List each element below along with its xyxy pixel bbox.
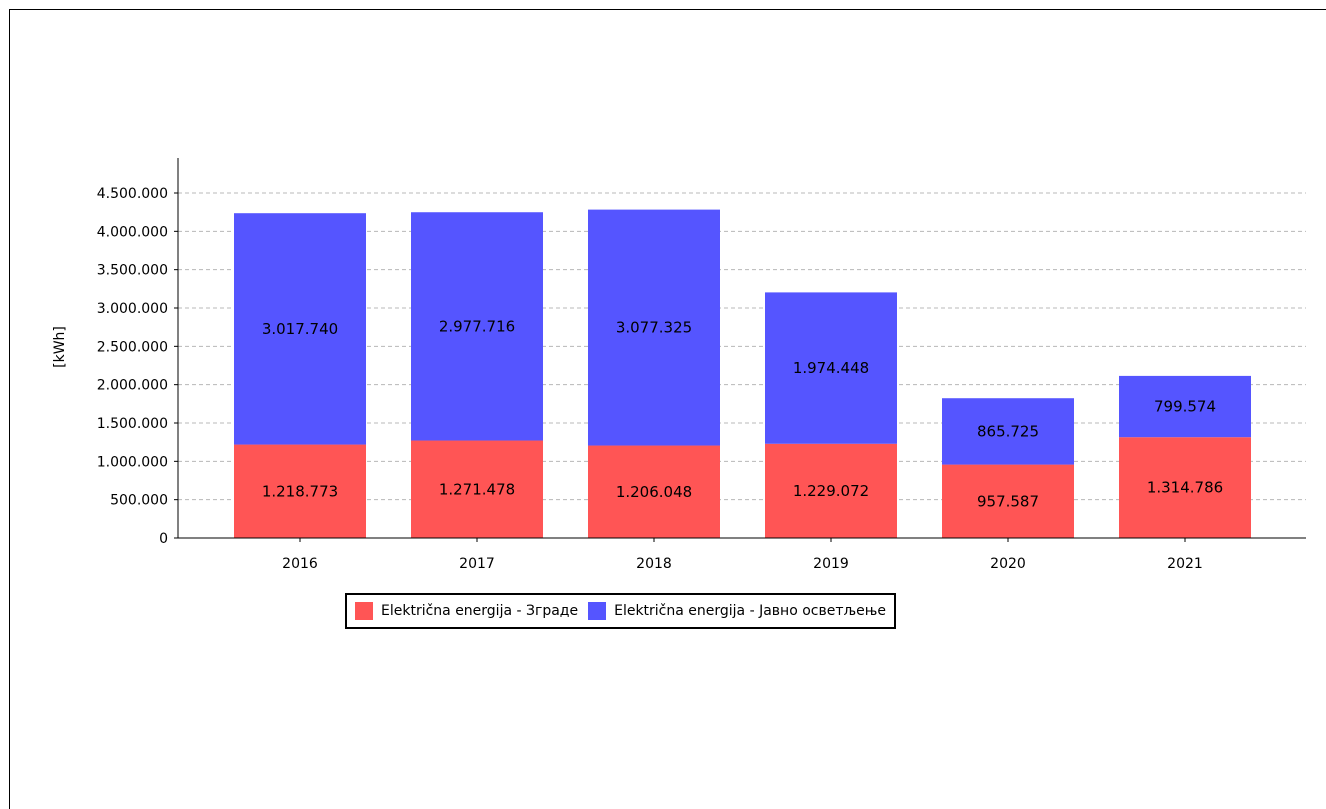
bar-segment-public-lighting bbox=[765, 292, 897, 444]
y-tick-label: 1.000.000 bbox=[97, 454, 168, 470]
x-tick-label: 2017 bbox=[459, 556, 495, 572]
x-tick-label: 2016 bbox=[282, 556, 318, 572]
bar-segment-public-lighting bbox=[588, 209, 720, 446]
y-tick-label: 0 bbox=[159, 531, 168, 547]
y-tick-label: 3.500.000 bbox=[97, 263, 168, 279]
data-label: 1.974.448 bbox=[793, 359, 869, 377]
data-label: 865.725 bbox=[977, 422, 1039, 440]
data-label: 957.587 bbox=[977, 492, 1039, 510]
data-label: 2.977.716 bbox=[439, 317, 515, 335]
legend-swatch-buildings bbox=[355, 602, 373, 620]
legend-swatch-public-lighting bbox=[588, 602, 607, 620]
x-axis-ticks: 2016 2017 2018 2019 2020 2021 bbox=[282, 538, 1203, 572]
y-tick-label: 4.500.000 bbox=[97, 186, 168, 202]
bar-segment-buildings bbox=[765, 443, 897, 538]
x-tick-label: 2019 bbox=[813, 556, 849, 572]
chart-frame bbox=[9, 9, 1326, 809]
x-tick-label: 2018 bbox=[636, 556, 672, 572]
legend-item-buildings: Električna energija - Зграде bbox=[355, 602, 578, 620]
y-tick-label: 2.500.000 bbox=[97, 339, 168, 355]
bar-segment-buildings bbox=[1119, 437, 1251, 538]
bar-segment-public-lighting bbox=[234, 213, 366, 445]
y-tick-label: 4.000.000 bbox=[97, 224, 168, 240]
bar-segment-public-lighting bbox=[411, 212, 543, 441]
data-label: 1.314.786 bbox=[1147, 479, 1223, 497]
legend-label-buildings: Električna energija - Зграде bbox=[381, 603, 579, 619]
bar-segment-buildings bbox=[588, 445, 720, 538]
y-axis-label: [kWh] bbox=[52, 326, 68, 368]
x-tick-label: 2020 bbox=[990, 556, 1026, 572]
y-tick-label: 500.000 bbox=[110, 493, 168, 509]
bar-segment-buildings bbox=[942, 464, 1074, 538]
legend: Električna energija - Зграде Električna … bbox=[345, 593, 896, 629]
data-label: 1.218.773 bbox=[262, 482, 338, 500]
data-label: 1.229.072 bbox=[793, 482, 869, 500]
y-tick-label: 3.000.000 bbox=[97, 301, 168, 317]
legend-label-public-lighting: Električna energija - Јавно осветљење bbox=[614, 603, 886, 619]
data-label: 799.574 bbox=[1154, 398, 1216, 416]
bars: 1.218.773 3.017.740 1.271.478 2.977.716 1.20… bbox=[234, 209, 1251, 538]
bar-segment-buildings bbox=[411, 440, 543, 538]
data-label: 1.271.478 bbox=[439, 480, 515, 498]
grid-lines bbox=[178, 192, 1306, 501]
y-tick-label: 2.000.000 bbox=[97, 378, 168, 394]
bar-segment-public-lighting bbox=[942, 398, 1074, 465]
data-label: 3.077.325 bbox=[616, 319, 692, 337]
x-tick-label: 2021 bbox=[1167, 556, 1203, 572]
legend-item-public-lighting: Električna energija - Јавно осветљење bbox=[588, 602, 886, 620]
data-label: 1.206.048 bbox=[616, 483, 692, 501]
bar-segment-public-lighting bbox=[1119, 375, 1251, 438]
data-label: 3.017.740 bbox=[262, 320, 338, 338]
y-axis-ticks: 0 500.000 1.000.000 1.500.000 2.000.000 2.500… bbox=[97, 186, 178, 547]
bar-segment-buildings bbox=[234, 444, 366, 538]
y-tick-label: 1.500.000 bbox=[97, 416, 168, 432]
